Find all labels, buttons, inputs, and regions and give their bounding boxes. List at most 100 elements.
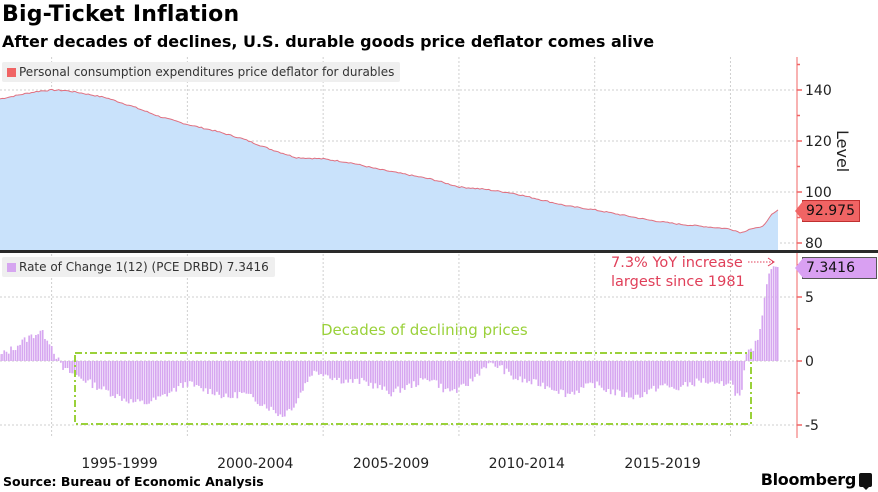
roc-bar bbox=[763, 297, 766, 361]
roc-bar bbox=[727, 361, 730, 384]
roc-bar bbox=[394, 361, 397, 389]
roc-bar bbox=[10, 346, 12, 361]
roc-bar bbox=[91, 361, 94, 389]
roc-bar bbox=[360, 361, 363, 378]
roc-bar bbox=[401, 361, 404, 389]
roc-bar bbox=[238, 361, 241, 392]
roc-bar bbox=[109, 361, 112, 397]
roc-bar bbox=[369, 361, 372, 383]
roc-bar bbox=[229, 361, 232, 399]
roc-bar bbox=[69, 361, 71, 373]
roc-bar bbox=[587, 361, 589, 384]
roc-bar bbox=[510, 361, 512, 376]
roc-bar bbox=[159, 361, 162, 397]
roc-bar bbox=[327, 361, 329, 376]
roc-bar bbox=[284, 361, 286, 417]
roc-bar bbox=[157, 361, 159, 397]
roc-bar bbox=[347, 361, 350, 383]
annotation-yoy-increase: 7.3% YoY increase largest since 1981 bbox=[611, 254, 745, 292]
roc-bar bbox=[134, 361, 137, 402]
roc-bar bbox=[478, 361, 481, 376]
roc-bar bbox=[632, 361, 635, 400]
x-axis-tick-label: 2000-2004 bbox=[217, 456, 293, 472]
bottom-y-tick-label: 5 bbox=[805, 290, 814, 306]
roc-bar bbox=[668, 361, 671, 388]
roc-bar bbox=[483, 361, 485, 368]
roc-bar bbox=[315, 361, 318, 372]
roc-bar bbox=[634, 361, 637, 395]
last-value-tag-level: 92.975 bbox=[795, 200, 860, 222]
roc-bar bbox=[702, 361, 705, 379]
roc-bar bbox=[664, 361, 666, 384]
roc-bar bbox=[100, 361, 103, 390]
roc-bar bbox=[385, 361, 388, 391]
roc-bar bbox=[66, 361, 69, 369]
roc-bar bbox=[713, 361, 716, 384]
roc-bar bbox=[349, 361, 352, 380]
roc-bar bbox=[650, 361, 653, 389]
bottom-legend: Rate of Change 1(12) (PCE DRBD) 7.3416 bbox=[2, 257, 275, 277]
roc-bar bbox=[734, 361, 736, 396]
roc-bar bbox=[75, 361, 78, 375]
roc-bar bbox=[415, 361, 417, 387]
legend-label-roc: Rate of Change 1(12) (PCE DRBD) 7.3416 bbox=[19, 260, 269, 274]
roc-bar bbox=[299, 361, 302, 393]
roc-bar bbox=[243, 361, 245, 393]
roc-bar bbox=[141, 361, 144, 401]
roc-bar bbox=[566, 361, 569, 394]
roc-bar bbox=[261, 361, 264, 406]
panel-divider bbox=[0, 250, 878, 253]
roc-bar bbox=[575, 361, 578, 391]
roc-bar bbox=[297, 361, 300, 399]
top-series-line bbox=[0, 88, 779, 234]
roc-bar bbox=[743, 361, 746, 371]
roc-bar bbox=[691, 361, 693, 385]
axes: 80 100 120 140 -5 0 5 bbox=[0, 57, 878, 438]
roc-bar bbox=[182, 361, 184, 388]
roc-bar bbox=[12, 350, 15, 361]
roc-bar bbox=[582, 361, 585, 388]
roc-bar bbox=[406, 361, 408, 386]
roc-bar bbox=[596, 361, 598, 382]
roc-bar bbox=[304, 361, 307, 384]
roc-bar bbox=[498, 361, 501, 366]
roc-bar bbox=[381, 361, 383, 390]
top-y-tick-label: 140 bbox=[805, 83, 832, 99]
roc-bar bbox=[544, 361, 546, 389]
roc-bar bbox=[469, 361, 472, 379]
annotation-shapes bbox=[74, 257, 775, 425]
roc-bar bbox=[152, 361, 155, 398]
roc-bar bbox=[745, 353, 748, 361]
top-legend: Personal consumption expenditures price … bbox=[2, 62, 401, 82]
roc-bar bbox=[277, 361, 279, 417]
roc-bar bbox=[571, 361, 574, 392]
roc-bar bbox=[132, 361, 135, 403]
roc-bar bbox=[177, 361, 180, 387]
roc-bar bbox=[426, 361, 429, 381]
roc-bar bbox=[686, 361, 689, 387]
roc-bar bbox=[1, 354, 3, 361]
roc-bar bbox=[514, 361, 517, 379]
roc-bar bbox=[460, 361, 463, 385]
roc-bar bbox=[114, 361, 116, 399]
roc-bar bbox=[84, 361, 87, 383]
roc-bar bbox=[643, 361, 646, 393]
roc-bar bbox=[535, 361, 537, 380]
roc-bar bbox=[496, 361, 499, 368]
roc-bar bbox=[241, 361, 243, 393]
roc-bar bbox=[417, 361, 420, 386]
roc-bar bbox=[689, 361, 691, 383]
roc-bar bbox=[288, 361, 291, 409]
roc-bar bbox=[704, 361, 707, 383]
roc-bar bbox=[175, 361, 178, 392]
annotation-arrow-head bbox=[767, 257, 775, 267]
roc-bar bbox=[723, 361, 725, 386]
roc-bar bbox=[374, 361, 377, 384]
roc-bar bbox=[256, 361, 259, 405]
roc-bar bbox=[589, 361, 592, 383]
roc-bar bbox=[428, 361, 431, 382]
roc-bar bbox=[295, 361, 297, 404]
roc-bar bbox=[191, 361, 193, 382]
roc-bar bbox=[329, 361, 331, 379]
